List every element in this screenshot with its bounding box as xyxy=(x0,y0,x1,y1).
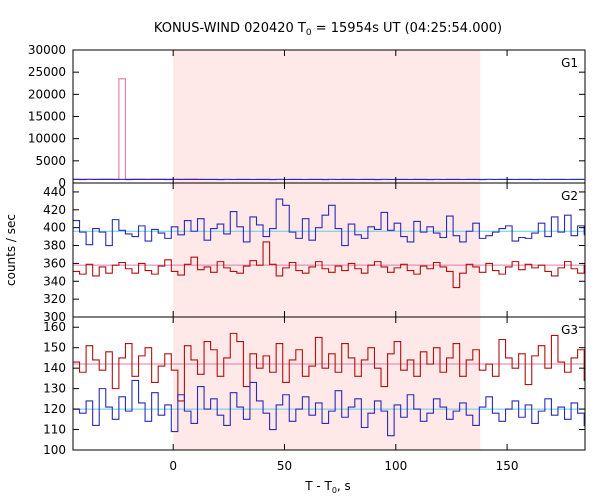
y-tick-label: 15000 xyxy=(28,110,66,124)
y-tick-label: 5000 xyxy=(35,154,66,168)
y-tick-label: 300 xyxy=(43,310,66,324)
panel-label: G1 xyxy=(561,56,578,70)
y-tick-label: 100 xyxy=(43,443,66,457)
panel-label: G2 xyxy=(561,189,578,203)
title-subscript: 0 xyxy=(306,28,312,38)
y-tick-label: 160 xyxy=(43,320,66,334)
y-tick-label: 420 xyxy=(43,203,66,217)
y-tick-label: 320 xyxy=(43,292,66,306)
panel-data xyxy=(73,332,585,437)
x-axis-label: T - T0, s xyxy=(304,479,351,495)
y-tick-label: 380 xyxy=(43,239,66,253)
x-tick-label: 100 xyxy=(384,459,407,473)
series-step-line xyxy=(73,379,585,437)
x-tick-label: 0 xyxy=(169,459,177,473)
y-tick-label: 150 xyxy=(43,341,66,355)
y-tick-label: 340 xyxy=(43,274,66,288)
title-main: KONUS-WIND 020420 T xyxy=(154,21,306,36)
panel-g1: 0 5000 10000 15000 20000 25000 30000 G1 xyxy=(28,43,586,190)
series-step-line xyxy=(73,198,585,247)
y-tick-label: 0 xyxy=(58,176,66,190)
y-tick-label: 360 xyxy=(43,256,66,270)
xlabel-suffix: , s xyxy=(337,479,351,493)
y-tick-label: 30000 xyxy=(28,43,66,57)
highlight-interval xyxy=(173,50,481,183)
x-tick-label: 50 xyxy=(277,459,292,473)
y-tick-label: 440 xyxy=(43,185,66,199)
y-tick-label: 120 xyxy=(43,402,66,416)
panel-data xyxy=(73,78,585,181)
highlight-interval xyxy=(173,183,481,317)
panel-label: G3 xyxy=(561,323,578,337)
series-step-line xyxy=(73,332,585,402)
panels-group: 0 5000 10000 15000 20000 25000 30000 G1 300 320 34… xyxy=(28,43,586,473)
y-tick-label: 10000 xyxy=(28,132,66,146)
y-tick-label: 110 xyxy=(43,423,66,437)
y-tick-label: 130 xyxy=(43,382,66,396)
panel-data xyxy=(73,198,585,289)
x-tick-label: 150 xyxy=(496,459,519,473)
y-tick-label: 20000 xyxy=(28,87,66,101)
y-tick-label: 140 xyxy=(43,361,66,375)
panel-g2: 300 320 340 360 380 400 420 440 G2 xyxy=(43,182,586,324)
series-step-line xyxy=(73,241,585,289)
xlabel-main: T - T xyxy=(304,479,332,493)
y-tick-label: 25000 xyxy=(28,65,66,79)
y-axis-label: counts / sec xyxy=(4,214,18,286)
title-suffix: = 15954s UT (04:25:54.000) xyxy=(312,21,502,36)
highlight-interval xyxy=(173,317,481,450)
panel-g3: 100 110 120 130 140 150 160 G3 xyxy=(43,316,586,457)
xlabel-subscript: 0 xyxy=(332,486,337,495)
panel-frame xyxy=(72,316,586,451)
chart-title: KONUS-WIND 020420 T0 = 15954s UT (04:25:… xyxy=(154,21,502,38)
y-tick-label: 400 xyxy=(43,221,66,235)
